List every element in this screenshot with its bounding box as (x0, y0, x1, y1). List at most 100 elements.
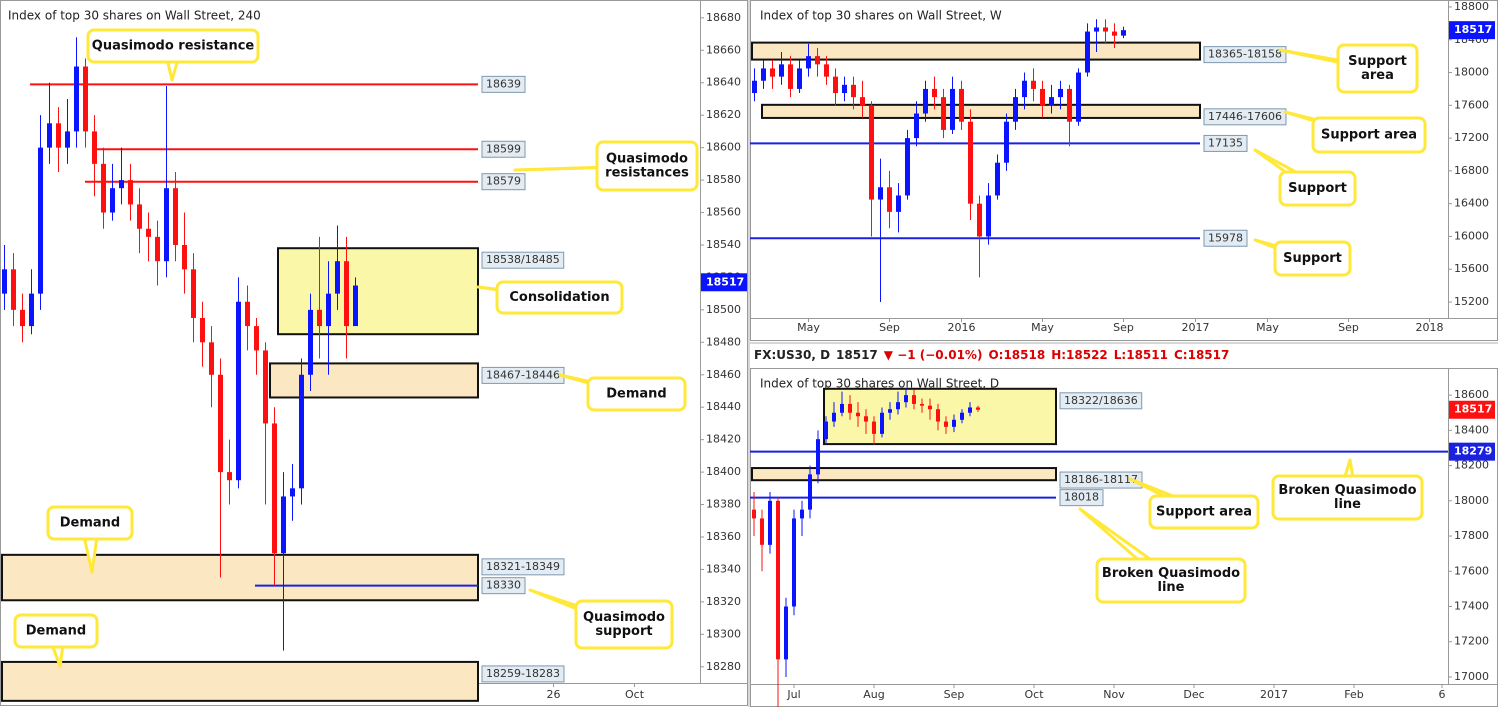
x-tick-label: Sep (1113, 321, 1134, 334)
candle-body (128, 180, 133, 205)
callout-text: Support area (1156, 505, 1252, 520)
candle-body (317, 309, 322, 327)
last-price: 18517 (1454, 23, 1492, 36)
level-label-box (481, 577, 526, 595)
x-tick-label: Nov (1103, 688, 1125, 701)
candle-body (218, 374, 223, 473)
zone-label: 18322/18636 (1064, 394, 1138, 407)
candle-body (137, 204, 142, 229)
x-tick-label: 2016 (948, 321, 976, 334)
candle-body (816, 439, 820, 475)
candle-body (1031, 80, 1036, 89)
candle-body (920, 403, 924, 406)
zone-label: 18538/18485 (486, 253, 560, 266)
zone (761, 103, 1201, 119)
candle-body (936, 409, 940, 422)
level-label-box (481, 173, 526, 191)
callout-box (1336, 43, 1419, 94)
candle-body (65, 131, 70, 148)
callout-text: Broken Quasimodo (1102, 566, 1240, 581)
callout-text: Consolidation (509, 290, 609, 305)
candle-body (1094, 27, 1099, 32)
y-tick-label: 18540 (706, 238, 741, 251)
candle-body (806, 56, 811, 69)
plot-frame (0, 0, 748, 706)
candle-body (83, 66, 88, 132)
x-tick-label: Feb (1344, 688, 1363, 701)
candle-body (1067, 88, 1072, 122)
callout-text: Demand (60, 516, 121, 531)
y-tick-label: 17200 (1454, 131, 1489, 144)
candle-body (976, 407, 980, 410)
level-label: 18579 (486, 175, 521, 188)
x-tick-label: Oct (1024, 688, 1044, 701)
zone-label: 18259-18283 (486, 667, 560, 680)
candle-body (797, 68, 802, 89)
callout-text: support (595, 624, 652, 639)
x-tick-label: Jul (786, 688, 800, 701)
level-label: 17135 (1208, 136, 1243, 149)
header-last: 18517 (836, 348, 878, 362)
y-tick-label: 17600 (1454, 564, 1489, 577)
level-label: 18018 (1064, 491, 1099, 504)
candle-body (878, 187, 883, 200)
candle-body (1112, 31, 1117, 36)
x-tick-label: Sep (879, 321, 900, 334)
candle-body (788, 64, 793, 89)
candle-body (11, 269, 16, 310)
callout-text: line (1158, 580, 1185, 595)
callout-text: Quasimodo resistance (92, 39, 255, 54)
y-tick-label: 18680 (706, 11, 741, 24)
candle-body (905, 138, 910, 196)
candle-body (840, 403, 844, 413)
candle-body (1121, 30, 1126, 36)
candle-body (263, 350, 268, 424)
y-tick-label: 15600 (1454, 262, 1489, 275)
candle-body (254, 326, 259, 351)
candle-body (928, 405, 932, 410)
candle-body (815, 56, 820, 65)
callout-text: Broken Quasimodo (1278, 483, 1416, 498)
last-price: 18517 (706, 275, 744, 288)
candle-body (326, 293, 331, 327)
y-tick-label: 16400 (1454, 197, 1489, 210)
candle-body (761, 68, 766, 81)
y-tick-label: 18360 (706, 530, 741, 543)
chart-panel: 15200 15600 16000 16400 16800 17200 17600 18000… (750, 0, 1498, 342)
header-change: ▼ −1 (−0.01%) (884, 348, 983, 362)
candle-body (864, 416, 868, 422)
header-close: C:18517 (1174, 348, 1229, 362)
callout-box (574, 599, 674, 650)
candle-body (776, 500, 780, 660)
candle-body (110, 188, 115, 213)
candle-body (2, 269, 7, 294)
candle-body (824, 421, 828, 440)
callout-box (495, 280, 624, 315)
y-tick-label: 16000 (1454, 229, 1489, 242)
last-price-box (1449, 21, 1495, 40)
candle-body (851, 84, 856, 98)
chart-title: Index of top 30 shares on Wall Street, D (760, 377, 999, 391)
zone-label-box (1203, 46, 1287, 64)
candle-body (227, 472, 232, 481)
candle-body (904, 395, 908, 403)
callout-box (46, 505, 134, 541)
callout-text: Quasimodo (606, 152, 688, 167)
zone-label: 18365-18158 (1208, 48, 1282, 61)
candle-body (182, 244, 187, 270)
candle-body (209, 342, 214, 375)
candle-body (344, 261, 349, 327)
zone-label: 18186-18117 (1064, 473, 1138, 486)
chart-title: Index of top 30 shares on Wall Street, 2… (8, 9, 261, 23)
y-tick-label: 18660 (706, 43, 741, 56)
candle-body (800, 509, 804, 519)
candle-body (200, 317, 205, 343)
candle-body (833, 76, 838, 94)
candle-body (752, 509, 756, 519)
level-tag-box (1449, 442, 1495, 461)
candle-body (191, 269, 196, 318)
y-tick-label: 18300 (706, 627, 741, 640)
candle-body (932, 88, 937, 98)
callout-box (1273, 240, 1352, 277)
y-tick-label: 17600 (1454, 98, 1489, 111)
